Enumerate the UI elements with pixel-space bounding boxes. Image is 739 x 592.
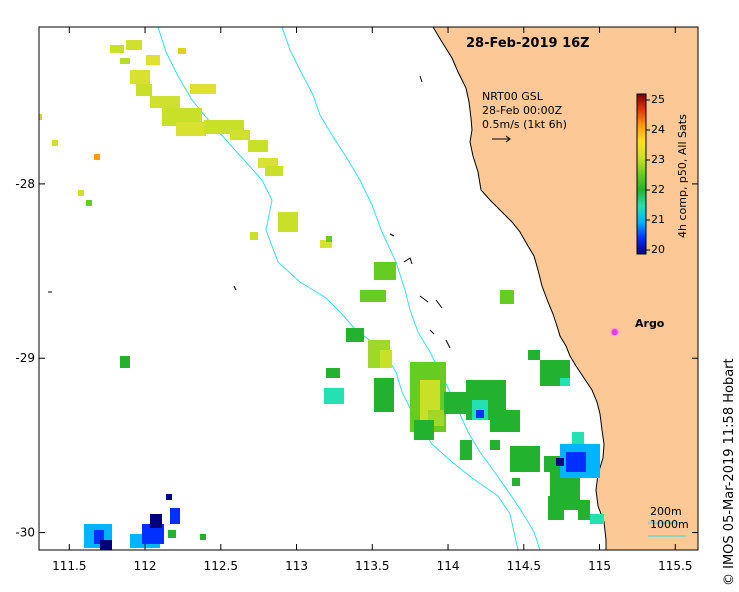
x-tick-label: 112.5 [204, 559, 238, 573]
vector-legend: NRT00 GSL 28-Feb 00:00Z 0.5m/s (1kt 6h) [482, 90, 567, 132]
x-tick-label: 115.5 [658, 559, 692, 573]
plot-frame [38, 26, 699, 551]
colorbar [636, 93, 647, 255]
vector-legend-time: 28-Feb 00:00Z [482, 104, 563, 117]
x-tick-label: 113.5 [355, 559, 389, 573]
x-tick-label: 114 [437, 559, 460, 573]
x-axis: 111.5 112 112.5 113 113.5 114 114.5 115 115.5 [52, 27, 692, 573]
islands [48, 75, 451, 349]
colorbar-tick-20: 20 [651, 243, 665, 256]
x-tick-label: 115 [588, 559, 611, 573]
colorbar-title: 4h comp, p50, All Sats [676, 114, 689, 238]
colorbar-tick-21: 21 [651, 213, 665, 226]
x-tick-label: 113 [285, 559, 308, 573]
x-tick-label: 112 [134, 559, 157, 573]
contour-legend-lines [648, 522, 686, 537]
y-tick-label: -29 [15, 351, 35, 365]
map-title: 28-Feb-2019 16Z [466, 36, 590, 51]
y-axis: -28 -29 -30 [15, 177, 698, 540]
colorbar-tick-24: 24 [651, 123, 665, 136]
contour-legend-1000m: 1000m [650, 518, 689, 531]
vector-legend-source: NRT00 GSL [482, 90, 543, 103]
land-mass [432, 27, 698, 550]
colorbar-tick-25: 25 [651, 93, 665, 106]
credit-text: © IMOS 05-Mar-2019 11:58 Hobart [722, 358, 737, 586]
colorbar-ticks [646, 99, 650, 251]
x-tick-label: 111.5 [52, 559, 86, 573]
sst-patches [39, 40, 604, 550]
colorbar-tick-22: 22 [651, 183, 665, 196]
y-tick-label: -30 [15, 526, 35, 540]
vector-scale-arrow [492, 135, 511, 143]
x-tick-label: 114.5 [507, 559, 541, 573]
colorbar-tick-23: 23 [651, 153, 665, 166]
contour-200m [281, 27, 541, 550]
y-tick-label: -28 [15, 177, 35, 191]
contour-legend-200m: 200m [650, 505, 682, 518]
argo-label: Argo [635, 317, 665, 330]
vector-legend-scale: 0.5m/s (1kt 6h) [482, 118, 567, 131]
argo-marker [610, 328, 619, 337]
